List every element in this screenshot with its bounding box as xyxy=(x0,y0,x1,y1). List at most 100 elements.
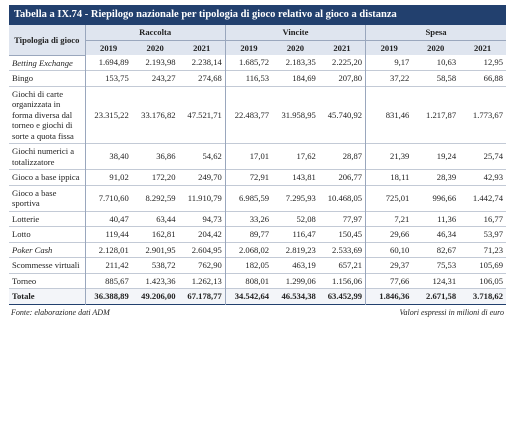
cell: 28,39 xyxy=(436,172,457,182)
cell: 77,97 xyxy=(318,211,367,227)
cell: 1.299,06 xyxy=(285,275,316,286)
cell: 42,93 xyxy=(483,172,503,182)
cell: 1.846,36 xyxy=(365,288,413,304)
cell: 153,75 xyxy=(105,73,129,83)
cell: 36.388,89 xyxy=(85,288,132,304)
table-header: Tipologia di gioco Raccolta Vincite Spesa 20… xyxy=(9,25,506,56)
year-header: 2020 xyxy=(131,40,179,55)
row-label: Lotterie xyxy=(9,211,86,227)
table-row: Gioco a base sportiva 7.710,60 8.292,59 11.… xyxy=(9,185,506,211)
cell: 124,31 xyxy=(432,275,457,286)
cell: 808,01 xyxy=(245,275,270,286)
cell: 10.468,05 xyxy=(318,185,367,211)
cell: 53,97 xyxy=(483,229,503,239)
cell: 72,91 xyxy=(249,172,270,182)
footer: Fonte: elaborazione dati ADM Valori espr… xyxy=(9,305,506,317)
cell: 63,44 xyxy=(156,213,176,224)
cell: 274,68 xyxy=(178,70,226,86)
source-note: Fonte: elaborazione dati ADM xyxy=(11,307,110,317)
cell: 150,45 xyxy=(318,226,367,242)
table-row: Totale 36.388,89 49.206,00 67.178,77 34.542,… xyxy=(9,288,506,304)
cell: 1.694,89 xyxy=(98,57,129,68)
cell: 17,01 xyxy=(249,151,270,162)
cell: 1.423,36 xyxy=(145,275,176,286)
group-header: Spesa xyxy=(365,25,506,41)
cell: 75,53 xyxy=(436,260,457,270)
cell: 1.685,72 xyxy=(238,57,270,68)
cell: 82,67 xyxy=(436,244,457,255)
cell: 58,58 xyxy=(436,73,457,83)
cell: 725,01 xyxy=(385,192,410,203)
table-row: Torneo 885,67 1.423,36 1.262,13 808,01 1.299,… xyxy=(9,273,506,289)
cell: 18,11 xyxy=(390,172,410,182)
cell: 2.533,69 xyxy=(318,242,367,258)
row-label: Gioco a base ippica xyxy=(9,169,86,185)
row-label: Bingo xyxy=(9,70,86,86)
cell: 204,42 xyxy=(178,226,226,242)
cell: 243,27 xyxy=(151,73,176,83)
header-label: Tipologia di gioco xyxy=(9,25,86,56)
table-body: Betting Exchange 1.694,89 2.193,98 2.238,14… xyxy=(9,55,506,304)
cell: 7,21 xyxy=(394,213,410,224)
row-label: Gioco a base sportiva xyxy=(9,185,86,211)
data-table: Tipologia di gioco Raccolta Vincite Spesa 20… xyxy=(9,25,506,305)
row-label: Giochi numerici a totalizzatore xyxy=(9,143,86,170)
cell: 143,81 xyxy=(292,172,316,182)
cell: 119,44 xyxy=(105,229,129,239)
cell: 22.483,77 xyxy=(234,109,270,120)
cell: 3.718,62 xyxy=(459,288,506,304)
unit-note: Valori espressi in milioni di euro xyxy=(399,307,504,317)
cell: 7.295,93 xyxy=(285,192,316,203)
year-header: 2021 xyxy=(318,40,367,55)
cell: 52,08 xyxy=(296,213,316,224)
year-header: 2020 xyxy=(272,40,319,55)
row-label: Totale xyxy=(9,288,86,304)
cell: 67.178,77 xyxy=(178,288,226,304)
cell: 40,47 xyxy=(109,213,129,224)
cell: 34.542,64 xyxy=(225,288,273,304)
cell: 29,66 xyxy=(390,229,410,239)
year-row: 2019 2020 2021 2019 2020 2021 2019 2020 2021 xyxy=(9,40,506,55)
cell: 1.156,06 xyxy=(318,273,367,289)
cell: 28,87 xyxy=(318,143,367,170)
cell: 25,74 xyxy=(483,151,503,162)
cell: 2.225,20 xyxy=(318,55,367,71)
year-header: 2019 xyxy=(365,40,413,55)
cell: 2.128,01 xyxy=(98,244,129,255)
cell: 71,23 xyxy=(483,244,503,255)
cell: 2.183,35 xyxy=(285,57,316,68)
cell: 45.740,92 xyxy=(318,86,367,144)
cell: 116,53 xyxy=(245,73,270,83)
cell: 46.534,38 xyxy=(272,288,319,304)
cell: 538,72 xyxy=(151,260,176,270)
year-header: 2021 xyxy=(178,40,226,55)
cell: 66,88 xyxy=(483,73,503,83)
cell: 94,73 xyxy=(178,211,226,227)
row-label: Betting Exchange xyxy=(9,55,86,71)
table-row: Bingo 153,75 243,27 274,68 116,53 184,69 207,8… xyxy=(9,70,506,86)
cell: 2.671,58 xyxy=(412,288,460,304)
cell: 885,67 xyxy=(105,275,129,286)
cell: 89,77 xyxy=(249,229,270,239)
cell: 116,47 xyxy=(292,229,316,239)
cell: 77,66 xyxy=(390,275,410,286)
table-row: Scommesse virtuali 211,42 538,72 762,90 182,… xyxy=(9,257,506,273)
cell: 91,02 xyxy=(109,172,129,182)
cell: 182,05 xyxy=(245,260,270,270)
cell: 1.262,13 xyxy=(178,273,226,289)
cell: 211,42 xyxy=(105,260,129,270)
table-title: Tabella a IX.74 - Riepilogo nazionale pe… xyxy=(9,5,506,25)
cell: 106,05 xyxy=(479,275,503,286)
cell: 8.292,59 xyxy=(145,192,176,203)
header-row: Tipologia di gioco Raccolta Vincite Spesa xyxy=(9,25,506,56)
cell: 2.901,95 xyxy=(145,244,176,255)
cell: 1.773,67 xyxy=(472,109,503,120)
table-container: Tabella a IX.74 - Riepilogo nazionale pe… xyxy=(9,5,506,317)
cell: 2.604,95 xyxy=(178,242,226,258)
row-label: Scommesse virtuali xyxy=(9,257,86,273)
cell: 46,34 xyxy=(436,229,457,239)
table-row: Lotterie 40,47 63,44 94,73 33,26 52,08 77,97 7,… xyxy=(9,211,506,227)
cell: 7.710,60 xyxy=(98,192,129,203)
cell: 21,39 xyxy=(390,151,410,162)
